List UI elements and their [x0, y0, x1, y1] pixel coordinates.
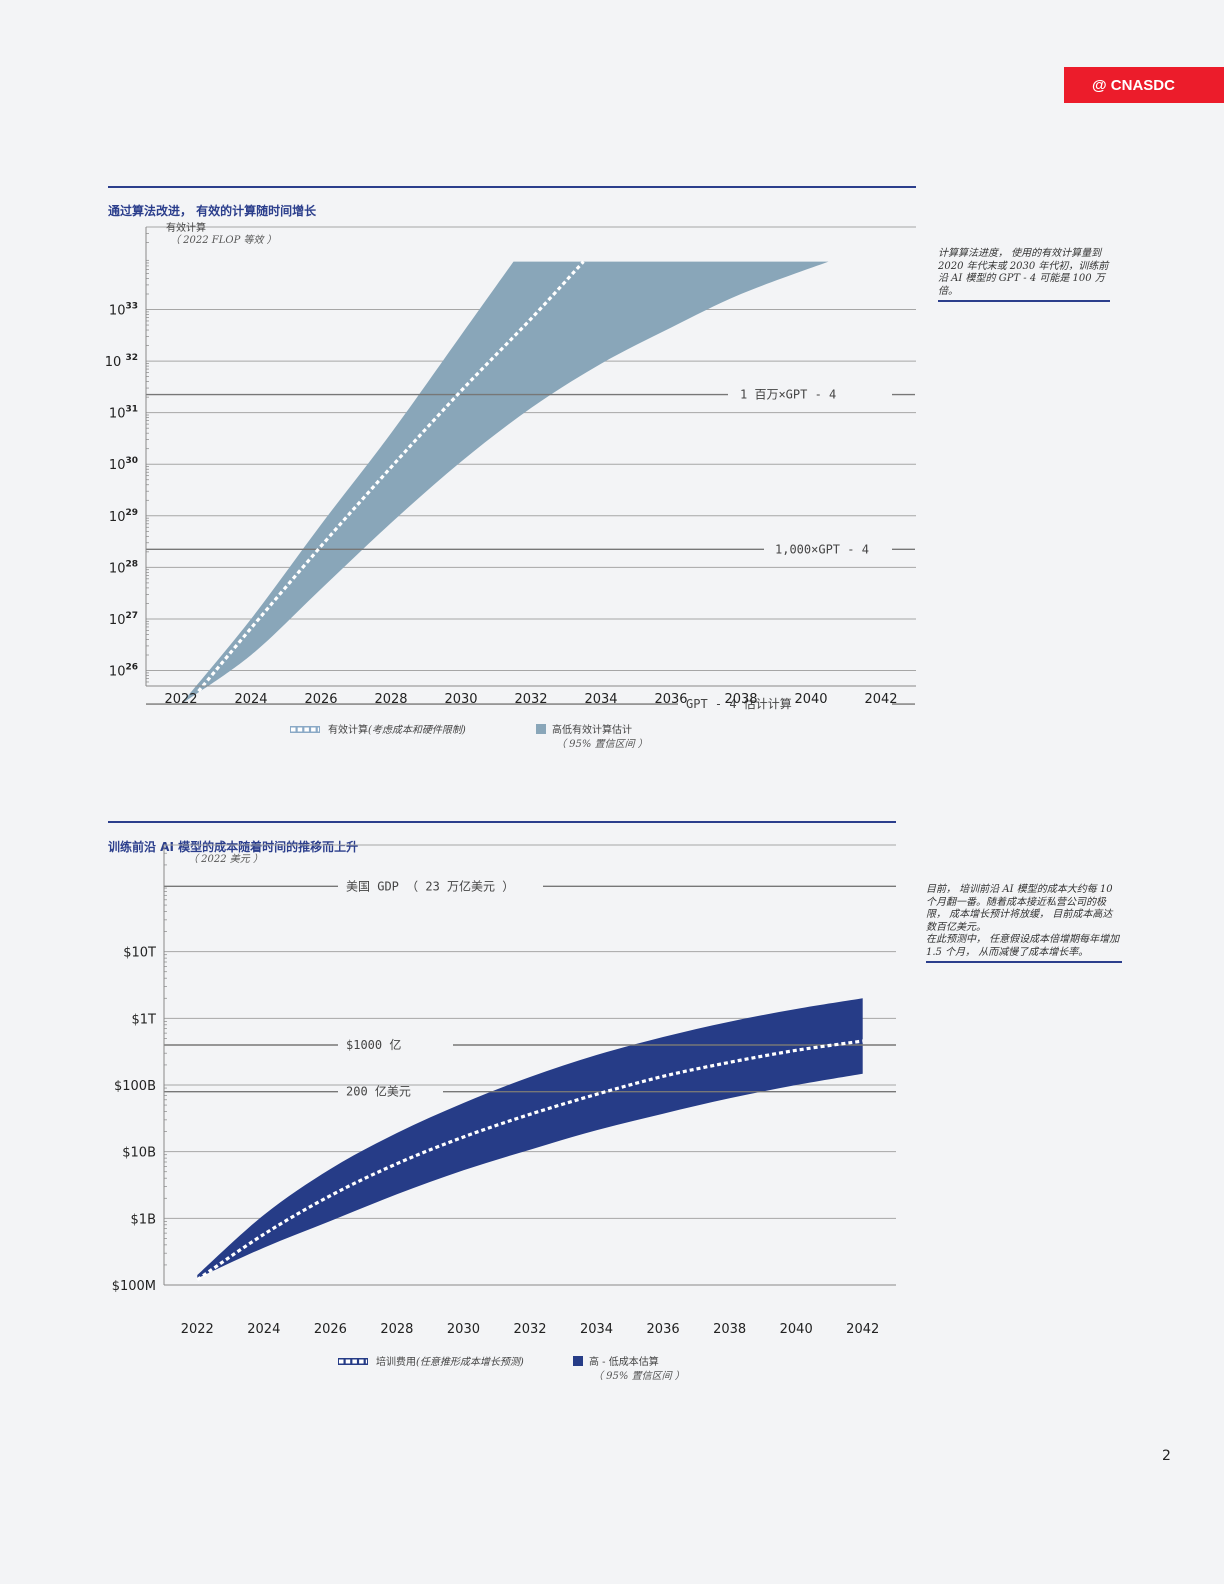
chart2-x-tick-label: 2036 — [647, 1322, 680, 1337]
chart1-legend-label: 有效计算(考虑成本和硬件限制) — [328, 723, 466, 736]
chart2-y-tick-label: $1B — [131, 1212, 156, 1227]
chart2-x-tick-label: 2024 — [247, 1322, 280, 1337]
chart1-y-tick-label: 1031 — [109, 405, 138, 422]
cnasdc-badge: @ CNASDC — [1064, 67, 1224, 103]
chart1-reference-label: GPT - 4 估计计算 — [686, 696, 792, 711]
chart2-x-tick-label: 2032 — [513, 1322, 546, 1337]
chart1-x-tick-label: 2042 — [864, 692, 897, 707]
chart1-reference-label: 1,000×GPT - 4 — [775, 542, 869, 556]
chart2-x-tick-label: 2022 — [181, 1322, 214, 1337]
chart1-median-line — [197, 260, 585, 693]
chart1-x-tick-label: 2038 — [724, 692, 757, 707]
chart2-note-rule — [926, 961, 1122, 963]
chart2-legend-label: 高 - 低成本估算 — [589, 1355, 659, 1368]
chart1-y-tick-label: 1027 — [109, 611, 138, 628]
chart2-reference-label: $1000 亿 — [346, 1037, 401, 1052]
chart2-x-tick-label: 2030 — [447, 1322, 480, 1337]
chart1-top-rule — [108, 186, 916, 188]
chart2-legend-label: 培训费用(任意推形成本增长预测) — [376, 1355, 524, 1368]
chart2-title: 训练前沿 AI 模型的成本随着时间的推移而上升 — [108, 840, 359, 854]
chart1-legend-label: 高低有效计算估计 — [552, 723, 632, 736]
chart1-y-axis-title: 有效计算 — [166, 221, 206, 234]
chart2-y-tick-label: $100M — [112, 1279, 156, 1294]
page-number: 2 — [1162, 1448, 1171, 1464]
chart2-y-tick-label: $10T — [123, 946, 156, 961]
chart2-y-tick-label: $10B — [122, 1146, 156, 1161]
chart2-legend-swatch-fill — [573, 1356, 583, 1366]
chart1-x-tick-label: 2030 — [444, 692, 477, 707]
chart2-x-tick-label: 2034 — [580, 1322, 613, 1337]
chart2-x-tick-label: 2042 — [846, 1322, 879, 1337]
chart2-note: 目前， 培训前沿 AI 模型的成本大约每 10 个月翻一番。随着成本接近私营公司… — [926, 884, 1122, 959]
chart1-y-tick-label: 1026 — [109, 663, 138, 680]
chart1-y-tick-label: 1028 — [109, 559, 138, 576]
chart1-x-tick-label: 2022 — [164, 692, 197, 707]
chart2-median-line — [196, 1039, 863, 1282]
chart1-confidence-band — [181, 261, 829, 705]
chart1-legend-note: （ 95% 置信区间 ） — [556, 738, 648, 750]
chart2-x-tick-label: 2026 — [314, 1322, 347, 1337]
chart2-x-tick-label: 2040 — [780, 1322, 813, 1337]
chart2-y-tick-label: $100B — [114, 1079, 156, 1094]
chart1-note: 计算算法进度， 使用的有效计算量到 2020 年代末或 2030 年代初，训练前… — [938, 248, 1109, 297]
chart2-reference-label: 200 亿美元 — [346, 1084, 411, 1099]
chart2-y-axis-unit: （ 2022 美元 ） — [188, 853, 263, 865]
chart2-note-line-1: 目前， 培训前沿 AI 模型的成本大约每 10 个月翻一番。随着成本接近私营公司… — [926, 884, 1113, 933]
chart1-y-tick-label: 1030 — [109, 456, 138, 473]
chart2-x-tick-label: 2028 — [380, 1322, 413, 1337]
chart1-y-tick-label: 10 32 — [105, 353, 138, 370]
chart1-legend-swatch-fill — [536, 724, 546, 734]
chart2-legend-note: （ 95% 置信区间 ） — [593, 1370, 685, 1382]
chart1-x-tick-label: 2034 — [584, 692, 617, 707]
chart2-x-tick-label: 2038 — [713, 1322, 746, 1337]
chart1-reference-label: 1 百万×GPT - 4 — [740, 388, 836, 402]
chart1-x-tick-label: 2040 — [794, 692, 827, 707]
chart1-x-tick-label: 2026 — [304, 692, 337, 707]
chart2-top-rule — [108, 821, 896, 823]
chart1-x-tick-label: 2028 — [374, 692, 407, 707]
chart1-note-rule — [938, 300, 1110, 302]
chart2-confidence-band — [197, 998, 863, 1279]
chart1-y-tick-label: 1033 — [109, 302, 138, 319]
chart2-y-tick-label: $1T — [132, 1012, 157, 1027]
chart2-reference-label: 美国 GDP （ 23 万亿美元 ） — [346, 878, 514, 893]
chart1-y-axis-unit: （ 2022 FLOP 等效 ） — [170, 234, 277, 246]
chart1-x-tick-label: 2036 — [654, 692, 687, 707]
chart1-x-tick-label: 2024 — [234, 692, 267, 707]
chart1-y-tick-label: 1029 — [109, 508, 138, 525]
chart2-note-line-2: 在此预测中， 任意假设成本倍增期每年增加 1.5 个月， 从而减慢了成本增长率。 — [926, 934, 1120, 958]
chart1-title: 通过算法改进， 有效的计算随时间增长 — [108, 204, 317, 218]
chart1-x-tick-label: 2032 — [514, 692, 547, 707]
